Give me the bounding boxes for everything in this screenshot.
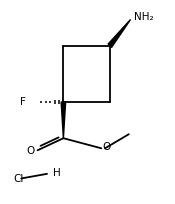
- Polygon shape: [108, 20, 131, 48]
- Text: H: H: [53, 169, 61, 178]
- Polygon shape: [61, 102, 66, 138]
- Text: methyl: methyl: [131, 130, 160, 139]
- Text: NH₂: NH₂: [134, 12, 154, 22]
- Text: O: O: [102, 142, 110, 152]
- Text: O: O: [27, 146, 35, 156]
- Text: Cl: Cl: [13, 174, 24, 184]
- Text: F: F: [20, 97, 26, 107]
